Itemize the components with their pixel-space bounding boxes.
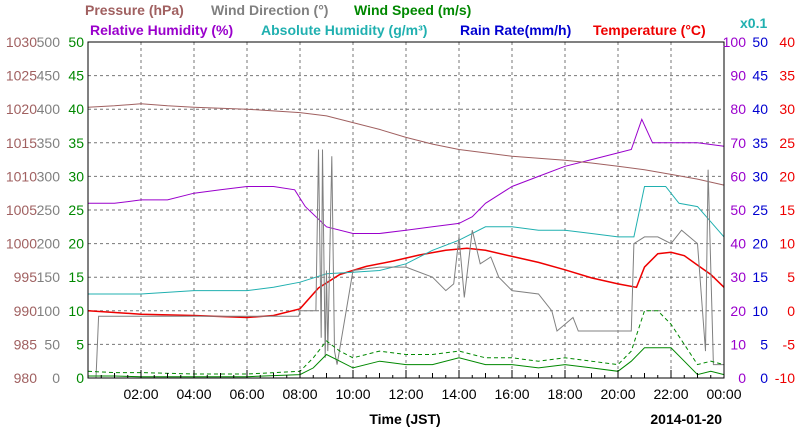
y-tick-label-temperature: 25	[779, 135, 795, 151]
y-tick-label-temperature: 20	[779, 168, 795, 184]
x-tick-label: 18:00	[547, 386, 582, 402]
y-tick-label-rain-rate: 20	[752, 236, 768, 252]
y-tick-label-temperature: 10	[779, 236, 795, 252]
y-tick-label-wind-speed: 0	[76, 370, 84, 386]
y-tick-label-temperature: 0	[787, 303, 795, 319]
x-tick-label: 08:00	[282, 386, 317, 402]
y-tick-label-wind-speed: 10	[68, 303, 84, 319]
series-line-temperature-c	[87, 247, 725, 319]
y-tick-label-wind-speed: 40	[68, 101, 84, 117]
legend-wind-direction: Wind Direction (°)	[211, 2, 328, 18]
x-axis-ticks: 02:00 04:00 06:00 08:00 10:00 12:00 14:00 16:00…	[87, 370, 742, 402]
date-label: 2014-01-20	[650, 411, 722, 427]
y-tick-label-temperature: 15	[779, 202, 795, 218]
y-tick-label-humidity: 10	[730, 336, 746, 352]
y-tick-label-wind-direction: 100	[37, 303, 61, 319]
series-line-wind-speed-max-m-s	[87, 310, 725, 375]
y-tick-label-pressure: 1025	[6, 68, 37, 84]
y-tick-label-pressure: 1015	[6, 135, 37, 151]
legend-wind-speed: Wind Speed (m/s)	[354, 2, 471, 18]
y-tick-label-wind-direction: 250	[37, 202, 61, 218]
x-tick-label: 04:00	[176, 386, 211, 402]
y-tick-label-rain-rate: 25	[752, 202, 768, 218]
series-line-relative-humidity	[88, 117, 725, 234]
y-tick-label-wind-speed: 35	[68, 135, 84, 151]
y-tick-label-rain-rate: 45	[752, 68, 768, 84]
y-tick-label-rain-rate: 0	[760, 370, 768, 386]
y-tick-label-wind-direction: 350	[37, 135, 61, 151]
y-tick-label-rain-rate: 30	[752, 168, 768, 184]
y-tick-label-humidity: 60	[730, 168, 746, 184]
y-tick-label-wind-direction: 300	[37, 168, 61, 184]
y-tick-label-pressure: 1010	[6, 168, 37, 184]
y-tick-label-temperature: 30	[779, 101, 795, 117]
y-tick-label-wind-direction: 500	[37, 34, 61, 50]
legend-rain-rate: Rain Rate(mm/h)	[460, 22, 571, 38]
y-tick-label-temperature: 5	[787, 269, 795, 285]
y-tick-label-rain-rate: 5	[760, 336, 768, 352]
grid-lines	[88, 42, 724, 378]
y-tick-label-rain-rate: 10	[752, 303, 768, 319]
x-tick-label: 02:00	[123, 386, 158, 402]
y-tick-label-wind-speed: 5	[76, 336, 84, 352]
x-tick-label: 16:00	[494, 386, 529, 402]
series-line-pressure-hpa	[87, 103, 725, 186]
x-tick-label: 06:00	[229, 386, 264, 402]
y-tick-label-wind-speed: 45	[68, 68, 84, 84]
y-tick-label-humidity: 40	[730, 236, 746, 252]
y-tick-label-pressure: 1000	[6, 236, 37, 252]
y-tick-label-temperature: 40	[779, 34, 795, 50]
y-tick-label-temperature: 35	[779, 68, 795, 84]
x-tick-label: 14:00	[441, 386, 476, 402]
y-tick-label-wind-speed: 20	[68, 236, 84, 252]
series-line-wind-direction	[88, 149, 724, 379]
y-tick-label-rain-rate: 40	[752, 101, 768, 117]
y-tick-label-wind-direction: 50	[44, 336, 60, 352]
y-tick-label-wind-speed: 15	[68, 269, 84, 285]
y-tick-label-humidity: 100	[723, 34, 747, 50]
y-tick-label-wind-direction: 450	[37, 68, 61, 84]
y-axis-labels: 9809859909951000100510101015102010251030…	[6, 34, 795, 386]
legend-relative-humidity: Relative Humidity (%)	[90, 22, 233, 38]
y-tick-label-humidity: 70	[730, 135, 746, 151]
y-tick-label-wind-direction: 400	[37, 101, 61, 117]
y-tick-label-humidity: 90	[730, 68, 746, 84]
y-tick-label-pressure: 985	[14, 336, 38, 352]
x-tick-label: 00:00	[706, 386, 741, 402]
y-tick-label-humidity: 30	[730, 269, 746, 285]
y-tick-label-humidity: 0	[738, 370, 746, 386]
legend-pressure: Pressure (hPa)	[85, 2, 184, 18]
y-tick-label-temperature: -5	[783, 336, 796, 352]
y-tick-label-wind-direction: 0	[52, 370, 60, 386]
y-tick-label-temperature: -10	[775, 370, 795, 386]
y-tick-label-wind-speed: 25	[68, 202, 84, 218]
legend-temperature: Temperature (°C)	[593, 22, 706, 38]
y-tick-label-rain-rate: 35	[752, 135, 768, 151]
y-tick-label-humidity: 80	[730, 101, 746, 117]
y-tick-label-rain-rate: 15	[752, 269, 768, 285]
y-tick-label-wind-direction: 150	[37, 269, 61, 285]
y-tick-label-humidity: 20	[730, 303, 746, 319]
legend-absolute-humidity: Absolute Humidity (g/m³)	[261, 22, 427, 38]
y-tick-label-wind-speed: 50	[68, 34, 84, 50]
x-tick-label: 12:00	[388, 386, 423, 402]
x-tick-label: 10:00	[335, 386, 370, 402]
y-tick-label-wind-direction: 200	[37, 236, 61, 252]
y-tick-label-pressure: 990	[14, 303, 38, 319]
y-tick-label-pressure: 1030	[6, 34, 37, 50]
y-tick-label-pressure: 995	[14, 269, 38, 285]
x-tick-label: 20:00	[600, 386, 635, 402]
y-tick-label-humidity: 50	[730, 202, 746, 218]
abs-humidity-scale-note: x0.1	[740, 15, 767, 31]
y-tick-label-pressure: 1020	[6, 101, 37, 117]
y-tick-label-pressure: 1005	[6, 202, 37, 218]
y-tick-label-wind-speed: 30	[68, 168, 84, 184]
x-axis-label: Time (JST)	[369, 411, 440, 427]
y-tick-label-pressure: 980	[14, 370, 38, 386]
x-tick-label: 22:00	[653, 386, 688, 402]
y-tick-label-rain-rate: 50	[752, 34, 768, 50]
